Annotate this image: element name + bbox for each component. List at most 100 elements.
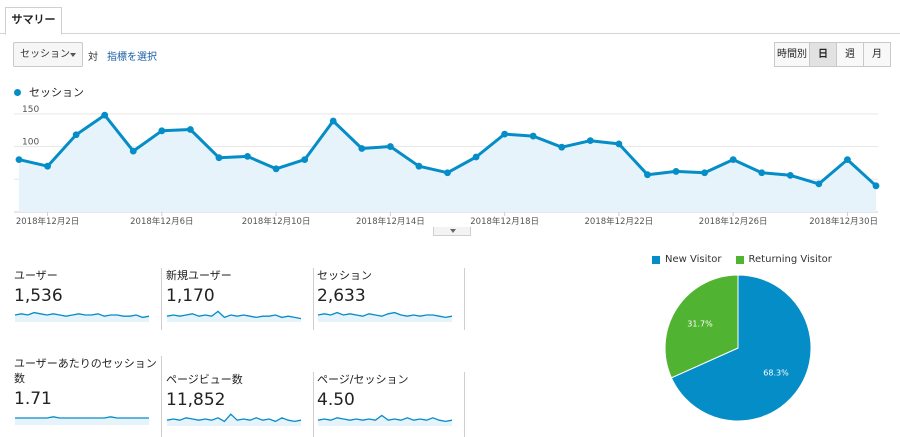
data-point[interactable] (158, 127, 166, 135)
data-point[interactable] (101, 111, 109, 119)
sparkline (15, 416, 149, 425)
data-point[interactable] (386, 143, 394, 150)
metric-value: 4.50 (317, 390, 355, 410)
chart-legend: セッション (14, 84, 84, 100)
x-tick-label: 2018年12月18日 (470, 216, 539, 227)
data-point[interactable] (844, 156, 851, 164)
metric-label: ページ/セッション (317, 373, 409, 386)
pie-legend: New Visitor Returning Visitor (652, 254, 832, 265)
data-point[interactable] (672, 168, 680, 175)
data-point[interactable] (529, 132, 537, 140)
sparkline-area (167, 311, 301, 322)
data-point[interactable] (786, 171, 794, 179)
data-point[interactable] (615, 140, 623, 148)
data-point[interactable] (444, 169, 451, 177)
sparkline-line (14, 311, 150, 319)
x-tick-label: 2018年12月22日 (585, 216, 654, 227)
pie-slice[interactable] (670, 274, 812, 422)
y-tick-label: 150 (22, 105, 39, 115)
range-week-button[interactable]: 週 (836, 42, 864, 67)
metric-dropdown-value: セッション (20, 49, 70, 60)
metric-card[interactable]: セッション 2,633 (317, 268, 465, 330)
pie-slice-label: 31.7% (687, 319, 713, 328)
x-tick-label: 2018年12月30日 (809, 216, 878, 227)
sparkline-area (15, 416, 149, 425)
data-point[interactable] (358, 145, 366, 152)
tab-summary[interactable]: サマリー (5, 7, 62, 35)
data-point[interactable] (215, 154, 223, 162)
data-point[interactable] (644, 171, 651, 179)
pie-slice[interactable] (664, 274, 739, 379)
metric-value: 1,170 (166, 286, 215, 306)
chevron-down-icon (70, 53, 76, 57)
range-hourly-button[interactable]: 時間別 (774, 42, 810, 67)
data-point[interactable] (758, 169, 766, 177)
y-tick-label: 100 (22, 138, 39, 148)
metric-label: セッション (317, 269, 372, 282)
data-point[interactable] (329, 117, 337, 125)
x-tick-label: 2018年12月10日 (242, 216, 311, 227)
chart-collapse-handle[interactable] (433, 227, 471, 236)
x-tick-label: 2018年12月14日 (356, 216, 425, 227)
sparkline (14, 311, 150, 322)
data-point[interactable] (301, 156, 309, 164)
data-point[interactable] (701, 169, 708, 177)
x-tick-label: 2018年12月26日 (699, 216, 768, 227)
data-point[interactable] (729, 156, 737, 164)
data-point[interactable] (244, 152, 251, 160)
range-day-button[interactable]: 日 (809, 42, 837, 67)
metric-card[interactable]: ページ/セッション 4.50 (317, 372, 465, 437)
metric-dropdown[interactable]: セッション (13, 42, 83, 67)
metric-card[interactable]: ユーザーあたりのセッション数 1.71 (14, 356, 162, 437)
metric-card[interactable]: ユーザー 1,536 (14, 268, 162, 330)
sparkline (317, 311, 453, 322)
data-point[interactable] (872, 182, 880, 190)
metric-label: ユーザー (14, 269, 58, 282)
metric-label: 新規ユーザー (166, 269, 232, 282)
x-tick-label: 2018年12月6日 (130, 216, 193, 227)
new-visitor-swatch (652, 255, 660, 264)
x-tick-label: 2018年12月2日 (16, 216, 79, 227)
metric-card[interactable]: 新規ユーザー 1,170 (166, 268, 314, 330)
metric-label: ユーザーあたりのセッション数 (14, 357, 157, 385)
data-point[interactable] (472, 153, 480, 161)
metric-value: 11,852 (166, 390, 226, 410)
metric-value: 1.71 (14, 389, 52, 409)
data-point[interactable] (129, 147, 137, 155)
data-point[interactable] (586, 137, 594, 145)
series-dot-icon (14, 88, 21, 96)
chart-legend-label: セッション (29, 86, 84, 99)
sparkline-area (167, 414, 301, 426)
metric-card[interactable]: ページビュー数 11,852 (166, 372, 314, 437)
time-range-toggle: 時間別 日 週 月 (774, 42, 891, 67)
data-point[interactable] (558, 143, 566, 151)
pie-legend-returning-visitor: Returning Visitor (748, 254, 832, 265)
metric-value: 1,536 (14, 286, 63, 306)
sparkline-line (166, 310, 302, 320)
data-point[interactable] (44, 162, 51, 170)
sparkline-line (317, 414, 453, 423)
vs-label: 対 (88, 52, 98, 63)
sparkline-line (15, 416, 149, 419)
pie-slice-label: 68.3% (763, 369, 789, 378)
data-point[interactable] (501, 130, 509, 138)
data-point[interactable] (15, 156, 23, 164)
data-point[interactable] (272, 165, 280, 173)
sparkline (166, 310, 302, 322)
series-area (19, 115, 876, 212)
metric-label: ページビュー数 (166, 373, 243, 386)
data-point[interactable] (815, 180, 823, 188)
tab-bar: サマリー (0, 0, 900, 35)
sparkline-area (318, 415, 452, 426)
sparkline (317, 414, 453, 426)
pie-legend-new-visitor: New Visitor (665, 254, 722, 265)
metric-value: 2,633 (317, 286, 366, 306)
sparkline-line (166, 413, 302, 423)
range-month-button[interactable]: 月 (863, 42, 891, 67)
data-point[interactable] (72, 131, 80, 139)
sparkline-line (317, 311, 453, 319)
data-point[interactable] (187, 126, 194, 133)
returning-visitor-swatch (735, 255, 744, 264)
data-point[interactable] (415, 162, 423, 170)
select-metric-link[interactable]: 指標を選択 (107, 52, 157, 63)
